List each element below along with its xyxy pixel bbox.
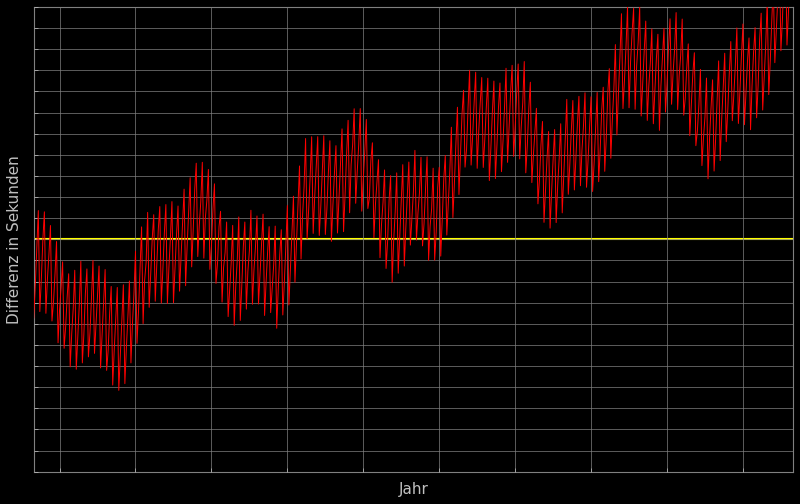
Y-axis label: Differenz in Sekunden: Differenz in Sekunden [7, 155, 22, 324]
X-axis label: Jahr: Jahr [398, 482, 428, 497]
